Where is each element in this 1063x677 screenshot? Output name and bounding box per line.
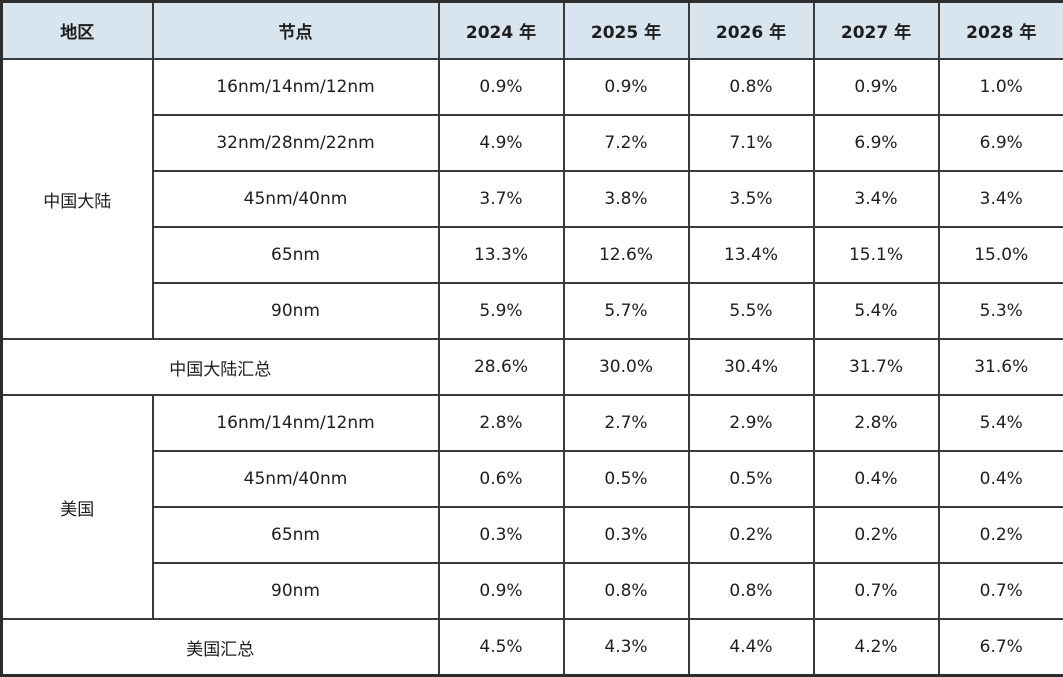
value-cell: 3.5% (687, 170, 815, 229)
node-cell: 32nm/28nm/22nm (151, 114, 440, 173)
region-cell-mainland-china: 中国大陆 (0, 57, 154, 341)
value-cell: 0.4% (812, 450, 940, 509)
value-cell: 13.4% (687, 226, 815, 285)
header-year-2025: 2025 年 (562, 0, 690, 60)
value-cell: 4.2% (812, 618, 940, 677)
value-cell: 4.9% (437, 114, 565, 173)
value-cell: 7.2% (562, 114, 690, 173)
value-cell: 30.0% (562, 338, 690, 397)
value-cell: 0.5% (687, 450, 815, 509)
table-row: 美国 16nm/14nm/12nm 2.8% 2.7% 2.9% 2.8% 5.… (0, 394, 1063, 621)
value-cell: 0.7% (937, 562, 1063, 621)
node-cell: 90nm (151, 282, 440, 341)
header-year-2027: 2027 年 (812, 0, 940, 60)
value-cell: 0.4% (937, 450, 1063, 509)
value-cell: 0.9% (812, 57, 940, 117)
region-cell-usa: 美国 (0, 394, 154, 621)
node-cell: 45nm/40nm (151, 450, 440, 509)
value-cell: 7.1% (687, 114, 815, 173)
value-cell: 3.4% (812, 170, 940, 229)
value-cell: 1.0% (937, 57, 1063, 117)
header-node: 节点 (151, 0, 440, 60)
value-cell: 0.7% (812, 562, 940, 621)
value-cell: 4.5% (437, 618, 565, 677)
value-cell: 3.4% (937, 170, 1063, 229)
header-year-2026: 2026 年 (687, 0, 815, 60)
value-cell: 0.9% (437, 562, 565, 621)
value-cell: 3.7% (437, 170, 565, 229)
value-cell: 0.3% (437, 506, 565, 565)
value-cell: 30.4% (687, 338, 815, 397)
value-cell: 0.2% (812, 506, 940, 565)
value-cell: 5.3% (937, 282, 1063, 341)
value-cell: 0.9% (437, 57, 565, 117)
value-cell: 15.0% (937, 226, 1063, 285)
value-cell: 5.7% (562, 282, 690, 341)
value-cell: 0.2% (937, 506, 1063, 565)
value-cell: 5.5% (687, 282, 815, 341)
value-cell: 2.9% (687, 394, 815, 453)
table-row: 45nm/40nm 0.6% 0.5% 0.5% 0.4% 0.4% (2, 450, 1063, 509)
node-cell: 16nm/14nm/12nm (151, 57, 440, 117)
value-cell: 2.8% (812, 394, 940, 453)
value-cell: 0.8% (562, 562, 690, 621)
value-cell: 0.9% (562, 57, 690, 117)
value-cell: 0.8% (687, 562, 815, 621)
value-cell: 5.4% (812, 282, 940, 341)
summary-label: 美国汇总 (0, 618, 440, 677)
header-region: 地区 (0, 0, 154, 60)
summary-label: 中国大陆汇总 (0, 338, 440, 397)
value-cell: 4.3% (562, 618, 690, 677)
summary-row-usa: 美国汇总 4.5% 4.3% 4.4% 4.2% 6.7% (0, 618, 1063, 677)
value-cell: 0.5% (562, 450, 690, 509)
node-cell: 90nm (151, 562, 440, 621)
value-cell: 0.6% (437, 450, 565, 509)
value-cell: 6.9% (937, 114, 1063, 173)
value-cell: 5.9% (437, 282, 565, 341)
value-cell: 2.7% (562, 394, 690, 453)
table-row: 90nm 5.9% 5.7% 5.5% 5.4% 5.3% (2, 282, 1063, 341)
value-cell: 15.1% (812, 226, 940, 285)
value-cell: 5.4% (937, 394, 1063, 453)
value-cell: 31.6% (937, 338, 1063, 397)
value-cell: 2.8% (437, 394, 565, 453)
header-year-2028: 2028 年 (937, 0, 1063, 60)
table-row: 65nm 0.3% 0.3% 0.2% 0.2% 0.2% (2, 506, 1063, 565)
summary-row-mainland-china: 中国大陆汇总 28.6% 30.0% 30.4% 31.7% 31.6% (0, 338, 1063, 397)
header-year-2024: 2024 年 (437, 0, 565, 60)
node-cell: 16nm/14nm/12nm (151, 394, 440, 453)
table-row: 65nm 13.3% 12.6% 13.4% 15.1% 15.0% (2, 226, 1063, 285)
value-cell: 3.8% (562, 170, 690, 229)
value-cell: 4.4% (687, 618, 815, 677)
value-cell: 0.8% (687, 57, 815, 117)
value-cell: 0.3% (562, 506, 690, 565)
node-cell: 65nm (151, 226, 440, 285)
value-cell: 0.2% (687, 506, 815, 565)
table-row: 45nm/40nm 3.7% 3.8% 3.5% 3.4% 3.4% (2, 170, 1063, 229)
header-row: 地区 节点 2024 年 2025 年 2026 年 2027 年 2028 年 (0, 0, 1063, 60)
table-row: 90nm 0.9% 0.8% 0.8% 0.7% 0.7% (2, 562, 1063, 621)
table-row: 中国大陆 16nm/14nm/12nm 0.9% 0.9% 0.8% 0.9% … (0, 57, 1063, 341)
node-cell: 45nm/40nm (151, 170, 440, 229)
table-row: 32nm/28nm/22nm 4.9% 7.2% 7.1% 6.9% 6.9% (2, 114, 1063, 173)
value-cell: 12.6% (562, 226, 690, 285)
node-cell: 65nm (151, 506, 440, 565)
value-cell: 28.6% (437, 338, 565, 397)
value-cell: 13.3% (437, 226, 565, 285)
value-cell: 31.7% (812, 338, 940, 397)
value-cell: 6.7% (937, 618, 1063, 677)
value-cell: 6.9% (812, 114, 940, 173)
